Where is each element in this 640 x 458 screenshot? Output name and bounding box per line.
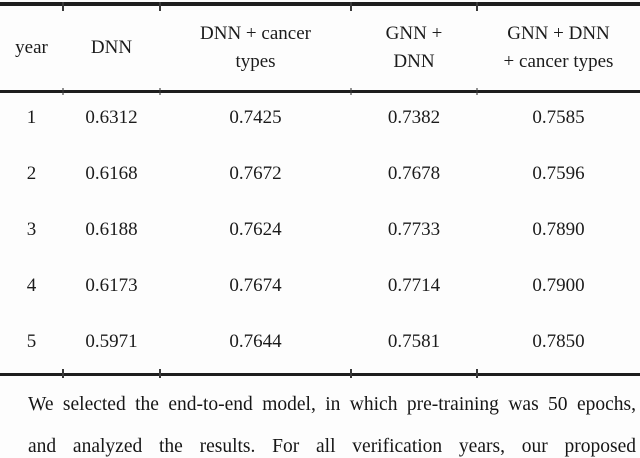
column-tick	[159, 2, 161, 11]
cell-year: 3	[26, 219, 37, 240]
cell-dnn: 0.6168	[85, 163, 138, 184]
cell-dnn: 0.6188	[85, 219, 138, 240]
table-header-rule	[0, 90, 640, 93]
header-label: GNN + DNN	[507, 23, 610, 44]
column-tick	[62, 2, 64, 11]
header-cell-year: year	[0, 6, 63, 90]
column-tick	[476, 88, 478, 95]
column-tick	[159, 88, 161, 95]
table-row: 1 0.6312 0.7425 0.7382 0.7585	[0, 90, 640, 146]
column-tick	[350, 88, 352, 95]
column-tick	[62, 369, 64, 378]
header-row: year DNN DNN + cancer types GNN + DNN GN…	[0, 6, 640, 90]
cell-gnn-dnn: 0.7733	[387, 219, 441, 240]
cell-gnn-dnn-cancer: 0.7596	[532, 163, 585, 184]
header-label: types	[235, 51, 276, 72]
header-cell-dnn-cancer-types: DNN + cancer types	[160, 6, 351, 90]
results-table: year DNN DNN + cancer types GNN + DNN GN…	[0, 6, 640, 370]
cell-gnn-dnn: 0.7678	[387, 163, 441, 184]
cell-gnn-dnn-cancer: 0.7585	[532, 107, 585, 128]
cell-dnn-cancer: 0.7624	[229, 219, 282, 240]
cell-dnn-cancer: 0.7644	[229, 331, 282, 352]
column-tick	[62, 88, 64, 95]
header-cell-gnn-dnn: GNN + DNN	[351, 6, 477, 90]
cell-dnn: 0.6312	[85, 107, 138, 128]
cell-gnn-dnn-cancer: 0.7890	[532, 219, 585, 240]
cell-dnn-cancer: 0.7672	[229, 163, 282, 184]
cell-year: 2	[26, 163, 37, 184]
body-text-line: We selected the end-to-end model, in whi…	[28, 394, 636, 415]
column-tick	[350, 2, 352, 11]
header-label: + cancer types	[503, 51, 614, 72]
cell-gnn-dnn-cancer: 0.7850	[532, 331, 585, 352]
column-tick	[476, 2, 478, 11]
cell-dnn: 0.5971	[85, 331, 138, 352]
cell-gnn-dnn-cancer: 0.7900	[532, 275, 585, 296]
cell-dnn-cancer: 0.7674	[229, 275, 282, 296]
cell-dnn: 0.6173	[85, 275, 138, 296]
cell-gnn-dnn: 0.7714	[387, 275, 441, 296]
header-label: DNN	[393, 51, 435, 72]
table-row: 3 0.6188 0.7624 0.7733 0.7890	[0, 202, 640, 258]
table-row: 4 0.6173 0.7674 0.7714 0.7900	[0, 258, 640, 314]
header-cell-dnn: DNN	[63, 6, 160, 90]
header-label: GNN +	[385, 23, 443, 44]
table-row: 2 0.6168 0.7672 0.7678 0.7596	[0, 146, 640, 202]
cell-year: 1	[26, 107, 37, 128]
column-tick	[476, 369, 478, 378]
cell-year: 4	[26, 275, 37, 296]
table-row: 5 0.5971 0.7644 0.7581 0.7850	[0, 314, 640, 370]
cell-gnn-dnn: 0.7382	[387, 107, 441, 128]
table-top-rule	[0, 2, 640, 6]
header-label: year	[15, 37, 48, 58]
header-label: DNN + cancer	[200, 23, 311, 44]
header-label: DNN	[90, 37, 133, 58]
cell-year: 5	[26, 331, 37, 352]
table-bottom-rule	[0, 373, 640, 376]
body-text: We selected the end-to-end model, in whi…	[28, 384, 636, 458]
body-text-line: and analyzed the results. For all verifi…	[28, 436, 636, 457]
cell-dnn-cancer: 0.7425	[229, 107, 282, 128]
header-cell-gnn-dnn-cancer-types: GNN + DNN + cancer types	[477, 6, 640, 90]
cell-gnn-dnn: 0.7581	[387, 331, 441, 352]
column-tick	[159, 369, 161, 378]
column-tick	[350, 369, 352, 378]
